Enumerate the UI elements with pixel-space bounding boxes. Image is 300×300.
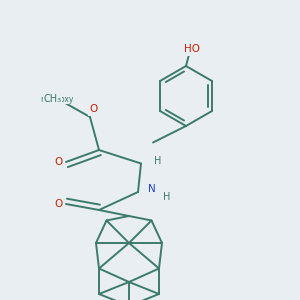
Text: H: H: [163, 191, 170, 202]
Text: HO: HO: [184, 44, 200, 55]
Text: H: H: [154, 155, 161, 166]
Text: O: O: [54, 199, 63, 209]
Text: O: O: [89, 104, 97, 115]
Text: N: N: [148, 184, 155, 194]
Text: O: O: [54, 157, 63, 167]
Text: CH₃: CH₃: [44, 94, 62, 104]
Text: methoxy: methoxy: [40, 94, 74, 103]
